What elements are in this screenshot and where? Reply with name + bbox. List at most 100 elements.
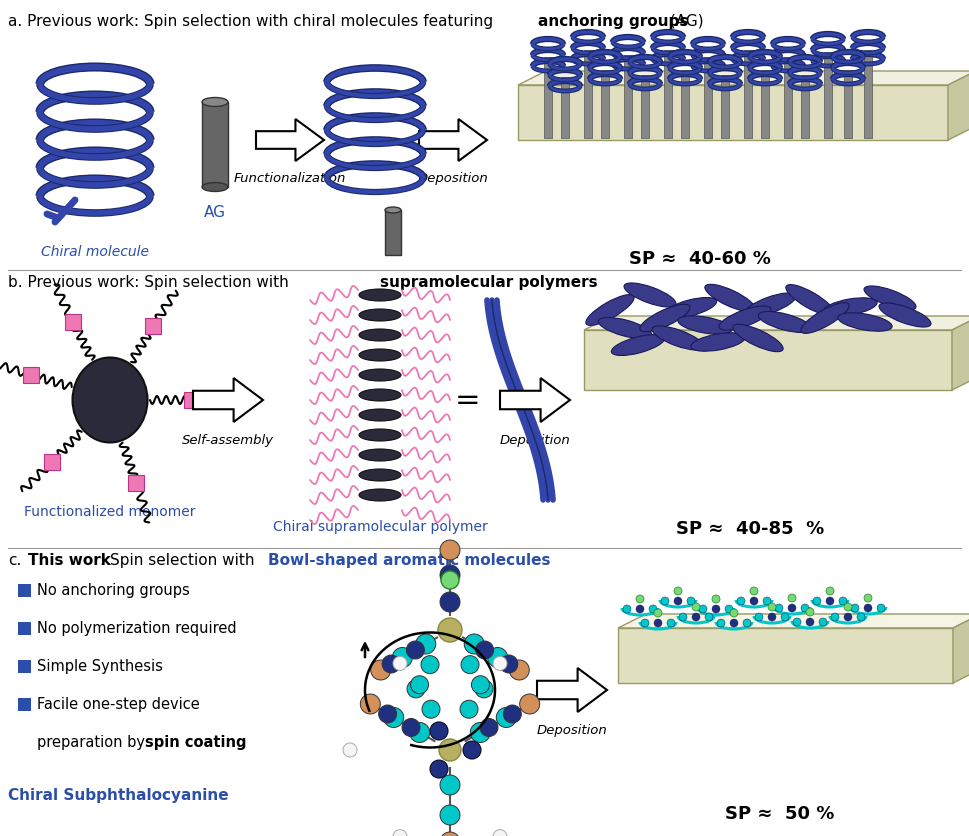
Circle shape [493, 829, 507, 836]
Circle shape [519, 694, 540, 714]
Circle shape [407, 680, 425, 698]
Text: spin coating: spin coating [145, 735, 246, 750]
Circle shape [496, 707, 516, 727]
Text: Au/Ni: Au/Ni [879, 364, 925, 380]
Bar [18, 660, 31, 672]
Bar [744, 50, 752, 138]
Polygon shape [618, 614, 969, 628]
Circle shape [393, 656, 407, 670]
Text: Deposition: Deposition [537, 724, 608, 737]
Bar [561, 77, 569, 138]
Circle shape [806, 608, 814, 616]
Circle shape [725, 605, 733, 613]
Circle shape [750, 587, 758, 595]
Ellipse shape [359, 409, 401, 421]
Polygon shape [145, 319, 162, 334]
Circle shape [343, 743, 357, 757]
Bar [18, 697, 31, 711]
Circle shape [475, 680, 493, 698]
Ellipse shape [202, 98, 228, 106]
Text: Bowl-shaped aromatic molecules: Bowl-shaped aromatic molecules [268, 553, 550, 568]
Polygon shape [518, 85, 948, 140]
Text: This work: This work [28, 553, 110, 568]
Circle shape [826, 597, 834, 605]
Ellipse shape [598, 318, 651, 339]
Circle shape [763, 597, 771, 605]
Text: Functionalized monomer: Functionalized monomer [24, 505, 196, 519]
Circle shape [411, 675, 428, 694]
Circle shape [440, 592, 460, 612]
Circle shape [441, 571, 459, 589]
Circle shape [510, 660, 529, 680]
Circle shape [461, 655, 479, 674]
Ellipse shape [879, 303, 931, 327]
Circle shape [712, 595, 720, 603]
Bar [544, 57, 552, 138]
Circle shape [416, 634, 436, 654]
Circle shape [636, 595, 644, 603]
Circle shape [393, 829, 407, 836]
Bar [641, 75, 649, 138]
Circle shape [379, 705, 396, 723]
Circle shape [371, 660, 391, 680]
Circle shape [661, 597, 669, 605]
Circle shape [654, 619, 662, 627]
Circle shape [851, 604, 859, 612]
Circle shape [730, 619, 738, 627]
Ellipse shape [652, 326, 704, 350]
Circle shape [382, 655, 400, 673]
Text: Simple Synthesis: Simple Synthesis [37, 659, 163, 674]
Text: =: = [455, 385, 481, 415]
Text: preparation by: preparation by [37, 735, 149, 750]
Bar [721, 75, 729, 138]
Circle shape [692, 603, 700, 611]
Circle shape [440, 775, 460, 795]
Text: SP ≈  50 %: SP ≈ 50 % [726, 805, 834, 823]
Ellipse shape [359, 329, 401, 341]
Circle shape [844, 613, 852, 621]
Circle shape [768, 613, 776, 621]
Circle shape [864, 594, 872, 602]
Circle shape [687, 597, 695, 605]
Circle shape [793, 618, 801, 626]
Text: SP ≈  40-60 %: SP ≈ 40-60 % [629, 250, 771, 268]
Text: (AG): (AG) [665, 14, 703, 29]
Circle shape [421, 655, 439, 674]
Ellipse shape [359, 289, 401, 301]
Circle shape [402, 718, 420, 737]
Ellipse shape [385, 207, 401, 213]
Circle shape [806, 618, 814, 626]
Ellipse shape [664, 298, 717, 319]
Circle shape [438, 618, 462, 642]
Ellipse shape [359, 489, 401, 501]
Text: : Spin selection with: : Spin selection with [100, 553, 269, 568]
Circle shape [487, 648, 508, 667]
Bar [584, 50, 592, 138]
Circle shape [641, 619, 649, 627]
Ellipse shape [733, 324, 783, 352]
Polygon shape [256, 119, 324, 161]
Ellipse shape [691, 333, 745, 351]
Circle shape [857, 613, 865, 621]
Circle shape [480, 718, 498, 737]
Text: Au/Ni: Au/Ni [824, 110, 870, 125]
Text: Self-assembly: Self-assembly [182, 434, 274, 447]
Text: Au/Ni: Au/Ni [884, 657, 930, 672]
Ellipse shape [838, 313, 892, 331]
Ellipse shape [800, 303, 849, 334]
Text: Functionalization: Functionalization [234, 172, 346, 185]
FancyBboxPatch shape [202, 102, 228, 187]
Circle shape [864, 604, 872, 612]
Polygon shape [584, 316, 969, 330]
Ellipse shape [586, 294, 634, 325]
Circle shape [463, 741, 481, 759]
Polygon shape [953, 614, 969, 683]
Ellipse shape [786, 284, 834, 315]
Polygon shape [184, 392, 200, 408]
Circle shape [476, 641, 493, 659]
Circle shape [503, 705, 521, 723]
Polygon shape [44, 453, 60, 470]
Circle shape [768, 603, 776, 611]
Circle shape [781, 613, 789, 621]
Bar [844, 70, 852, 138]
